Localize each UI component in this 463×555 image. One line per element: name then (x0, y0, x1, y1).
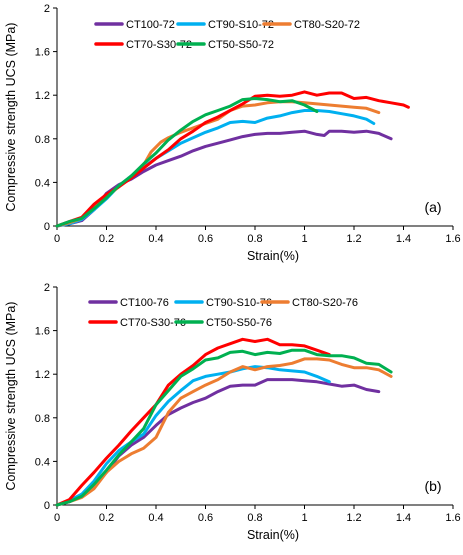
panel-label: (b) (424, 478, 441, 494)
x-tick-label: 0 (54, 233, 60, 245)
legend-label: CT70-S30-72 (126, 39, 192, 51)
x-tick-label: 0 (54, 512, 60, 524)
x-tick-label: 1.2 (346, 512, 361, 524)
legend-label: CT80-S20-76 (292, 297, 358, 309)
legend-label: CT80-S20-72 (294, 19, 360, 31)
x-tick-label: 1.6 (445, 233, 460, 245)
legend-label: CT90-S10-76 (206, 297, 272, 309)
series-line (55, 365, 331, 507)
legend-label: CT50-S50-76 (206, 317, 272, 329)
legend-label: CT70-S30-76 (120, 317, 186, 329)
x-tick-label: 0.8 (247, 233, 262, 245)
series-line (55, 129, 393, 228)
x-tick-label: 1 (301, 512, 307, 524)
y-tick-label: 0 (44, 221, 50, 233)
x-tick-label: 1 (301, 233, 307, 245)
x-axis-label: Strain(%) (247, 528, 299, 542)
x-tick-label: 0.2 (99, 233, 114, 245)
y-tick-label: 0.8 (35, 134, 50, 146)
x-tick-label: 1.4 (396, 512, 411, 524)
legend-label: CT90-S10-72 (208, 19, 274, 31)
series-line (55, 348, 393, 507)
legend-label: CT50-S50-72 (208, 39, 274, 51)
x-tick-label: 1.2 (346, 233, 361, 245)
x-tick-label: 0.6 (198, 512, 213, 524)
x-axis-label: Strain(%) (247, 249, 299, 263)
panel-a: 0 0.4 0.8 1.2 1.6 2 0 0.2 0.4 0.6 0.8 1 1.2 1.4 1.6 Str… (4, 3, 461, 263)
y-axis-label: Compressive strength UCS (MPa) (4, 23, 18, 212)
y-tick-label: 0.4 (35, 456, 50, 468)
series-line (55, 97, 319, 228)
y-tick-label: 2 (44, 282, 50, 294)
x-tick-label: 1.6 (445, 512, 460, 524)
y-tick-label: 1.2 (35, 369, 50, 381)
y-tick-label: 0 (44, 500, 50, 512)
y-axis-label: Compressive strength UCS (MPa) (4, 302, 18, 491)
y-tick-label: 1.6 (35, 326, 50, 338)
x-tick-label: 0.4 (148, 512, 163, 524)
legend-label: CT100-72 (126, 19, 175, 31)
legend-label: CT100-76 (120, 297, 169, 309)
y-tick-label: 1.6 (35, 47, 50, 59)
x-tick-label: 0.2 (99, 512, 114, 524)
y-tick-label: 0.8 (35, 413, 50, 425)
series-line (55, 357, 393, 507)
y-tick-label: 2 (44, 3, 50, 15)
series-line (55, 337, 331, 507)
y-tick-label: 0.4 (35, 177, 50, 189)
x-tick-label: 0.8 (247, 512, 262, 524)
panel-label: (a) (424, 199, 441, 215)
y-tick-label: 1.2 (35, 90, 50, 102)
panel-b: 0 0.4 0.8 1.2 1.6 2 0 0.2 0.4 0.6 0.8 1 1.2 1.4 1.6 Str… (4, 282, 461, 542)
x-tick-label: 1.4 (396, 233, 411, 245)
x-tick-label: 0.4 (148, 233, 163, 245)
x-tick-label: 0.6 (198, 233, 213, 245)
